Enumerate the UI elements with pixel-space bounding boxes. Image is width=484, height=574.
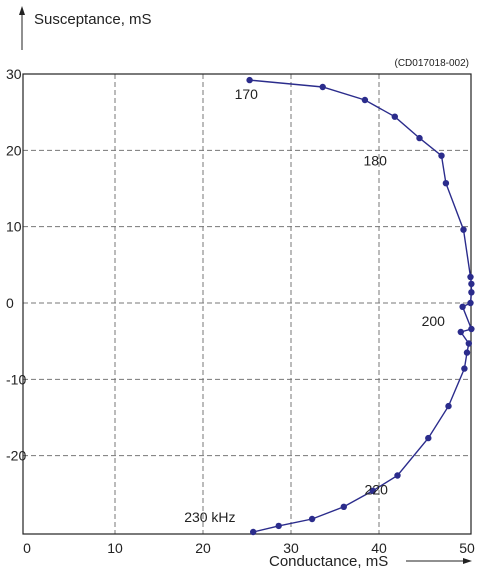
data-point	[340, 503, 347, 510]
data-point	[468, 289, 475, 296]
data-point	[391, 113, 398, 120]
data-point	[275, 522, 282, 530]
x-tick-label: 30	[283, 540, 299, 556]
x-tick-label: 10	[107, 540, 123, 556]
data-point	[467, 273, 474, 281]
x-tick-label: 50	[459, 540, 475, 556]
data-point	[319, 83, 326, 91]
data-point	[369, 487, 376, 494]
x-tick-labels: 0 10 20 30 40 50	[23, 540, 475, 556]
y-axis-title: Susceptance, mS	[34, 11, 152, 28]
series-line	[249, 79, 473, 533]
data-point	[463, 349, 471, 356]
x-tick-label: 0	[23, 540, 31, 556]
data-point	[425, 434, 432, 442]
x-axis-title: Conductance, mS	[269, 553, 388, 570]
data-points	[246, 76, 475, 536]
data-point	[468, 325, 475, 333]
data-point	[361, 96, 369, 104]
data-point	[308, 515, 316, 523]
x-tick-label: 40	[371, 540, 387, 556]
point-annotation: 230 kHz	[184, 509, 235, 525]
point-annotations: 170 180 200 220 230 kHz	[184, 86, 445, 525]
data-point	[468, 280, 475, 288]
data-point	[445, 402, 452, 410]
point-annotation: 200	[422, 313, 446, 329]
y-tick-label: 10	[6, 219, 22, 235]
data-point	[416, 134, 423, 142]
figure-code: (CD017018-002)	[395, 58, 470, 69]
data-point	[457, 328, 464, 336]
point-annotation: 170	[235, 86, 259, 102]
data-point	[467, 299, 474, 307]
y-axis-arrow-icon	[19, 6, 25, 15]
y-tick-label: 0	[6, 295, 14, 311]
data-point	[461, 365, 468, 372]
data-point	[438, 152, 445, 159]
data-point	[246, 76, 253, 84]
plot-frame	[22, 73, 472, 535]
y-tick-label: 20	[6, 142, 22, 158]
point-annotation: 180	[364, 153, 388, 169]
grid-lines	[23, 74, 471, 534]
x-tick-label: 20	[195, 540, 211, 556]
data-point	[250, 528, 257, 536]
data-point	[442, 180, 450, 187]
data-point	[460, 226, 467, 233]
y-tick-label: -20	[6, 448, 26, 464]
x-axis-arrow-icon	[463, 558, 472, 564]
y-tick-label: -10	[6, 371, 26, 387]
point-annotation: 220	[365, 482, 389, 498]
y-tick-labels: 30 20 10 0 -10 -20	[6, 66, 26, 464]
data-point	[465, 340, 472, 347]
data-point	[459, 303, 466, 310]
y-tick-label: 30	[6, 66, 22, 82]
data-point	[394, 472, 401, 479]
